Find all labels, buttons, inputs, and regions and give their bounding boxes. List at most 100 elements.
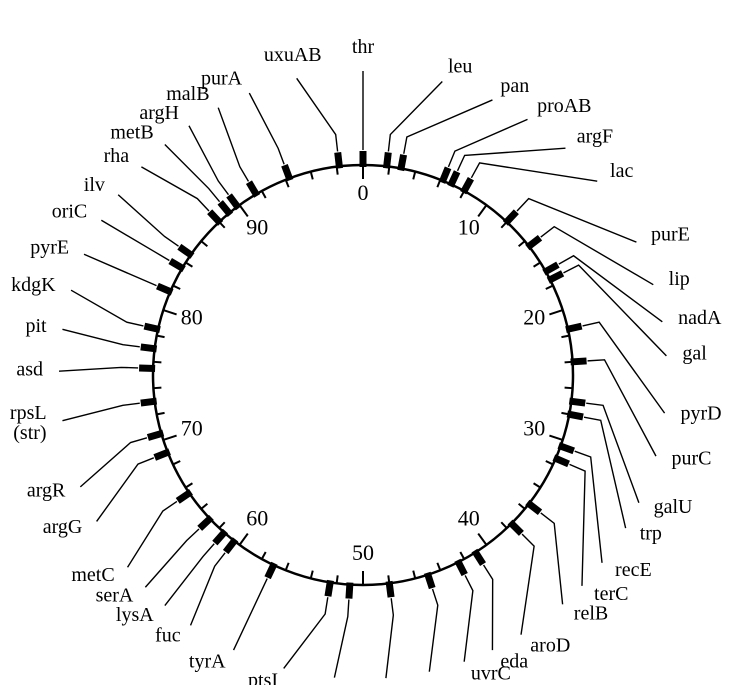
- gene-leader: [484, 565, 493, 650]
- gene-marker: [249, 182, 257, 196]
- gene-label: purE: [651, 224, 690, 246]
- axis-label: 50: [352, 540, 374, 565]
- gene-label: rha: [104, 145, 130, 167]
- gene-marker: [349, 583, 350, 599]
- gene-label: ptsI: [248, 670, 278, 685]
- axis-minor-tick: [311, 571, 313, 579]
- axis-minor-tick: [201, 504, 207, 509]
- axis-minor-tick: [219, 522, 224, 528]
- gene-leader: [97, 458, 154, 522]
- axis-label: 10: [458, 214, 480, 239]
- gene-marker: [220, 202, 230, 214]
- gene-marker: [450, 172, 457, 187]
- gene-leader: [464, 575, 473, 661]
- gene-marker: [229, 195, 239, 208]
- gene-label: argF: [577, 125, 613, 147]
- gene-label: pyrE: [30, 236, 69, 258]
- gene-leader: [448, 119, 527, 167]
- gene-leader: [559, 256, 663, 322]
- gene-marker: [148, 433, 163, 437]
- gene-leader: [284, 597, 328, 668]
- gene-label: rpsL(str): [10, 401, 47, 443]
- gene-label: ilv: [84, 174, 105, 196]
- gene-label: recE: [615, 559, 652, 581]
- gene-label: aroD: [530, 634, 570, 656]
- axis-minor-tick: [262, 552, 266, 559]
- axis-major-tick: [478, 534, 486, 545]
- gene-label: leu: [448, 56, 472, 78]
- axis-minor-tick: [460, 552, 464, 559]
- gene-leader: [141, 167, 209, 211]
- gene-marker: [386, 152, 388, 168]
- gene-marker: [427, 573, 432, 588]
- axis-minor-tick: [201, 241, 207, 246]
- gene-label: uxuAB: [264, 44, 322, 66]
- gene-leader: [584, 417, 626, 528]
- gene-label: lysA: [116, 604, 154, 626]
- axis-minor-tick: [519, 241, 525, 246]
- gene-marker: [210, 212, 221, 224]
- gene-marker: [527, 238, 540, 248]
- axis-minor-tick: [153, 362, 161, 363]
- gene-label: pyrD: [680, 402, 721, 424]
- gene-leader: [563, 265, 666, 356]
- gene-marker: [284, 165, 290, 180]
- gene-label: lac: [610, 160, 633, 182]
- gene-leader: [62, 403, 139, 420]
- gene-leader: [429, 589, 437, 672]
- gene-marker: [215, 531, 226, 543]
- gene-marker: [179, 247, 192, 256]
- gene-label: trp: [640, 523, 662, 545]
- axis-minor-tick: [546, 461, 553, 464]
- gene-label: metB: [110, 121, 153, 143]
- axis-minor-tick: [337, 575, 338, 583]
- axis-minor-tick: [437, 563, 440, 570]
- gene-marker: [544, 265, 558, 273]
- gene-marker: [328, 580, 331, 596]
- gene-label: nadA: [678, 307, 722, 329]
- gene-marker: [554, 458, 569, 464]
- gene-label: proAB: [537, 95, 591, 117]
- gene-leader: [62, 329, 139, 346]
- gene-label: tyrA: [189, 650, 226, 672]
- gene-label: argG: [43, 516, 83, 538]
- axis-minor-tick: [186, 483, 193, 487]
- axis-label: 30: [523, 416, 545, 441]
- gene-marker: [139, 368, 155, 369]
- gene-marker: [559, 445, 574, 450]
- gene-marker: [155, 452, 170, 458]
- axis-minor-tick: [153, 388, 161, 389]
- gene-marker: [178, 492, 191, 501]
- gene-leader: [191, 553, 226, 626]
- gene-label: serA: [96, 585, 134, 607]
- axis-minor-tick: [561, 336, 569, 337]
- gene-label: lip: [669, 268, 690, 290]
- gene-leader: [101, 220, 169, 260]
- gene-leader: [218, 108, 248, 182]
- gene-leader: [569, 464, 585, 586]
- axis-major-tick: [163, 436, 176, 440]
- gene-marker: [566, 326, 582, 329]
- gene-label: metC: [71, 564, 114, 586]
- gene-leader: [334, 600, 348, 678]
- gene-marker: [401, 155, 404, 171]
- gene-leader: [541, 513, 563, 604]
- gene-leader: [588, 360, 656, 456]
- axis-major-tick: [549, 310, 562, 314]
- axis-major-tick: [163, 310, 176, 314]
- gene-label: relB: [574, 602, 608, 624]
- gene-marker: [200, 517, 212, 528]
- axis-minor-tick: [565, 388, 573, 389]
- gene-marker: [141, 401, 157, 403]
- gene-marker: [226, 539, 236, 552]
- gene-leader: [80, 438, 147, 487]
- gene-marker: [569, 401, 585, 403]
- map-circle: [153, 165, 573, 585]
- axis-minor-tick: [286, 563, 289, 570]
- gene-marker: [463, 179, 471, 193]
- gene-marker: [442, 168, 448, 183]
- gene-leader: [71, 290, 143, 326]
- gene-leader: [128, 501, 177, 567]
- gene-leader: [521, 534, 534, 635]
- gene-marker: [170, 261, 184, 269]
